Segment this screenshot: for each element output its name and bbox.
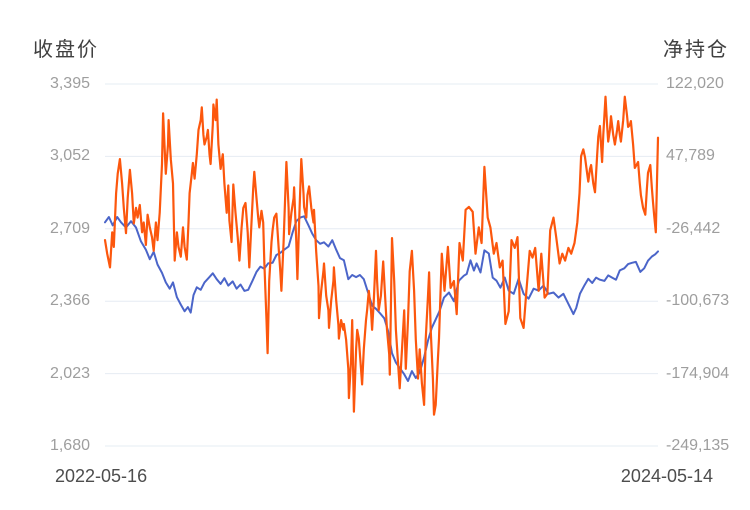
left-axis-tick-label: 3,052 (49, 147, 90, 165)
left-axis-tick-label: 1,680 (49, 437, 90, 454)
right-axis-tick-label: -26,442 (666, 219, 721, 237)
left-axis-tick-label: 2,366 (49, 292, 90, 310)
net-position-line (103, 95, 660, 416)
right-axis-tick-label: -174,904 (666, 364, 730, 382)
x-axis-start-label: 2022-05-16 (55, 466, 148, 486)
right-axis-tick-label: 47,789 (666, 147, 715, 165)
right-axis-tick-label: -249,135 (666, 437, 730, 454)
right-axis-tick-label: -100,673 (666, 292, 730, 310)
right-axis-tick-label: 122,020 (666, 75, 724, 92)
left-axis-title: 收盘价 (33, 39, 99, 61)
left-axis-tick-label: 2,709 (49, 219, 90, 237)
x-axis-end-label: 2024-05-14 (620, 466, 713, 486)
left-axis-tick-label: 2,023 (49, 364, 90, 382)
left-axis-tick-label: 3,395 (49, 75, 90, 92)
right-axis-title: 净持仓 (663, 39, 729, 61)
close-price-line (104, 215, 659, 382)
